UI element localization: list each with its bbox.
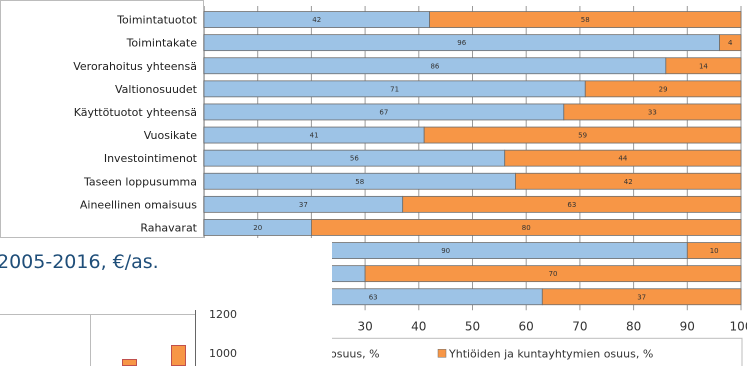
bar-companies xyxy=(423,126,742,144)
bar-companies xyxy=(686,242,742,259)
plot-area xyxy=(0,314,195,366)
x-tick-label: 60 xyxy=(519,319,534,333)
panel-frame xyxy=(0,0,204,238)
category-label: Rahavarat xyxy=(140,221,197,234)
x-tick-label: 50 xyxy=(465,319,480,333)
bar-companies xyxy=(429,11,742,28)
data-label: 37 xyxy=(637,293,646,301)
data-label: 58 xyxy=(355,178,364,186)
chart-title: 2005-2016, €/as. xyxy=(0,251,159,273)
data-label: 41 xyxy=(310,132,319,140)
category-label: Toimintakate xyxy=(126,37,198,50)
x-tick-label: 80 xyxy=(626,319,641,333)
data-label: 42 xyxy=(624,178,633,186)
legend-item-companies: Yhtiöiden ja kuntayhtymien osuus, % xyxy=(448,347,653,360)
y-tick-label: 1000 xyxy=(209,347,237,360)
data-label: 29 xyxy=(659,85,668,93)
bar-companies xyxy=(584,80,742,98)
data-label: 67 xyxy=(379,108,388,116)
data-label: 4 xyxy=(728,39,733,47)
data-label: 44 xyxy=(618,155,627,163)
category-label: Käyttötuotot yhteensä xyxy=(74,106,197,119)
bar-companies xyxy=(310,219,742,236)
category-label: Valtionosuudet xyxy=(115,83,198,96)
data-label: 56 xyxy=(350,155,359,163)
x-tick-label: 40 xyxy=(411,319,426,333)
data-label: 90 xyxy=(441,247,450,255)
data-label: 86 xyxy=(430,62,439,70)
data-label: 70 xyxy=(549,270,558,278)
category-label: Investointimenot xyxy=(104,152,198,165)
data-label: 10 xyxy=(710,247,719,255)
data-label: 59 xyxy=(578,132,587,140)
data-label: 42 xyxy=(312,16,321,24)
bar-companies xyxy=(665,57,742,75)
category-label: Toimintatuotot xyxy=(116,14,197,27)
category-label: Taseen loppusumma xyxy=(83,175,197,188)
gridline xyxy=(90,314,91,366)
legend-item-municipal: osuus, % xyxy=(330,347,380,360)
bar-companies xyxy=(402,195,742,213)
y-axis xyxy=(195,310,196,366)
data-label: 20 xyxy=(253,224,262,232)
bar xyxy=(171,345,186,366)
bar-companies xyxy=(563,103,742,121)
data-label: 71 xyxy=(390,85,399,93)
legend-swatch xyxy=(437,349,447,358)
data-label: 63 xyxy=(567,201,576,209)
bar xyxy=(122,359,137,366)
bar-companies xyxy=(515,172,742,190)
bar-companies xyxy=(364,265,742,283)
data-label: 58 xyxy=(581,16,590,24)
chart-subtitle: i xyxy=(0,271,1,291)
bar-companies xyxy=(541,288,742,306)
category-label: Verorahoitus yhteensä xyxy=(73,60,197,73)
bar-companies xyxy=(504,149,742,167)
data-label: 33 xyxy=(648,108,657,116)
data-label: 96 xyxy=(457,39,466,47)
y-tick-label: 1200 xyxy=(209,308,237,321)
bar-companies xyxy=(719,34,742,52)
data-label: 80 xyxy=(522,224,531,232)
category-label: Vuosikate xyxy=(144,129,197,142)
data-label: 14 xyxy=(699,62,708,70)
x-tick-label: 70 xyxy=(572,319,587,333)
category-label: Aineellinen omaisuus xyxy=(80,198,197,211)
x-tick-label: 100 xyxy=(730,319,747,333)
data-label: 63 xyxy=(369,293,378,301)
overlapping-chart: 2005-2016, €/as. i 1200 1000 xyxy=(0,238,332,366)
data-label: 37 xyxy=(299,201,308,209)
legend-box xyxy=(299,337,743,366)
x-tick-label: 90 xyxy=(680,319,695,333)
x-tick-label: 30 xyxy=(357,319,372,333)
